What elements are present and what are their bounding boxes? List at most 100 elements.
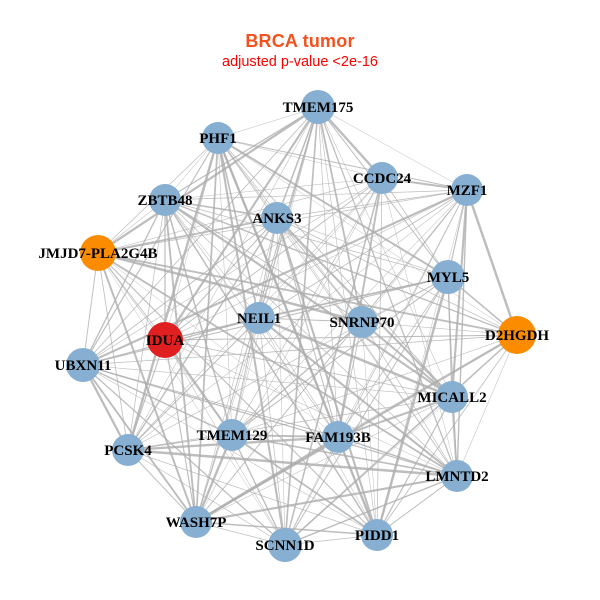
- edge-JMJD7-PLA2G4B-D2HGDH: [97, 252, 518, 336]
- edge-MICALL2-SCNN1D: [284, 396, 453, 546]
- edge-JMJD7-PLA2G4B-LMNTD2: [97, 252, 458, 477]
- node-label-NEIL1: NEIL1: [237, 311, 281, 327]
- edge-ZBTB48-SNRNP70: [164, 199, 363, 323]
- edge-SNRNP70-FAM193B: [337, 321, 363, 438]
- edge-JMJD7-PLA2G4B-SNRNP70: [97, 251, 363, 324]
- edge-MICALL2-WASH7P: [195, 396, 453, 523]
- edge-CCDC24-NEIL1: [258, 177, 383, 319]
- edge-CCDC24-SCNN1D: [284, 177, 383, 546]
- edge-JMJD7-PLA2G4B-IDUA: [97, 252, 166, 341]
- node-PCSK4: [112, 434, 144, 466]
- edge-UBXN11-TMEM129: [82, 364, 233, 436]
- node-label-PCSK4: PCSK4: [104, 443, 152, 459]
- edge-NEIL1-MICALL2: [258, 316, 453, 399]
- edge-MYL5-PCSK4: [127, 276, 449, 451]
- node-TMEM175: [301, 90, 335, 124]
- edge-MYL5-PIDD1: [375, 276, 450, 536]
- edge-UBXN11-MICALL2: [82, 364, 453, 398]
- edge-IDUA-MICALL2: [164, 339, 453, 398]
- node-PIDD1: [361, 519, 393, 551]
- edge-TMEM175-TMEM129: [231, 106, 319, 436]
- node-label-ANKS3: ANKS3: [252, 211, 301, 227]
- edge-MZF1-ANKS3: [276, 189, 468, 219]
- edge-JMJD7-PLA2G4B-SCNN1D: [97, 252, 286, 546]
- edge-LMNTD2-WASH7P: [195, 474, 458, 524]
- edge-CCDC24-WASH7P: [195, 177, 383, 523]
- node-label-MZF1: MZF1: [447, 183, 488, 199]
- edge-IDUA-WASH7P: [164, 339, 197, 523]
- edge-TMEM175-SCNN1D: [284, 106, 319, 546]
- edge-PCSK4-LMNTD2: [127, 448, 458, 478]
- node-LMNTD2: [441, 460, 473, 492]
- edge-JMJD7-PLA2G4B-PCSK4: [97, 252, 129, 451]
- edge-JMJD7-PLA2G4B-UBXN11: [82, 252, 99, 366]
- edge-TMEM129-PIDD1: [231, 434, 378, 536]
- edge-CCDC24-MYL5: [381, 177, 449, 278]
- edge-PHF1-CCDC24: [217, 137, 383, 179]
- edge-FAM193B-PIDD1: [337, 436, 378, 536]
- edge-D2HGDH-PIDD1: [376, 334, 518, 536]
- node-label-CCDC24: CCDC24: [353, 171, 412, 187]
- edge-ZBTB48-TMEM129: [164, 199, 233, 436]
- edge-IDUA-TMEM129: [164, 339, 233, 436]
- edge-MICALL2-PIDD1: [376, 396, 453, 536]
- edge-ANKS3-IDUA: [164, 217, 278, 341]
- edge-NEIL1-SNRNP70: [258, 317, 363, 323]
- node-SNRNP70: [346, 306, 378, 338]
- edge-JMJD7-PLA2G4B-WASH7P: [97, 252, 197, 523]
- edge-TMEM175-ANKS3: [276, 106, 319, 219]
- edge-TMEM175-MICALL2: [317, 106, 453, 398]
- edge-CCDC24-IDUA: [164, 177, 383, 341]
- node-MZF1: [451, 174, 483, 206]
- edge-ANKS3-MYL5: [276, 217, 449, 278]
- edge-CCDC24-UBXN11: [82, 177, 383, 366]
- edge-TMEM129-PCSK4: [127, 434, 233, 451]
- edge-MZF1-D2HGDH: [465, 189, 519, 336]
- edge-SNRNP70-PIDD1: [361, 321, 378, 536]
- edge-MYL5-TMEM129: [231, 276, 449, 436]
- edge-CCDC24-ZBTB48: [164, 177, 383, 201]
- edge-TMEM175-FAM193B: [317, 106, 339, 438]
- edge-MZF1-SCNN1D: [284, 189, 468, 546]
- edge-ANKS3-SNRNP70: [276, 217, 363, 323]
- edge-ANKS3-LMNTD2: [276, 217, 458, 477]
- edge-PCSK4-SCNN1D: [127, 449, 286, 546]
- node-label-WASH7P: WASH7P: [166, 515, 227, 531]
- edge-MICALL2-PCSK4: [127, 396, 453, 451]
- edge-TMEM175-JMJD7-PLA2G4B: [97, 106, 319, 254]
- edge-D2HGDH-UBXN11: [82, 334, 518, 366]
- edge-layer: [82, 106, 519, 546]
- edge-MICALL2-FAM193B: [337, 396, 453, 438]
- node-PHF1: [202, 122, 234, 154]
- edge-IDUA-LMNTD2: [164, 339, 458, 477]
- edge-ZBTB48-UBXN11: [82, 199, 166, 366]
- node-label-SNRNP70: SNRNP70: [329, 315, 394, 331]
- edge-ZBTB48-MYL5: [164, 199, 449, 278]
- edge-ANKS3-PIDD1: [276, 217, 378, 536]
- edge-MYL5-FAM193B: [337, 276, 449, 438]
- node-JMJD7-PLA2G4B: [80, 235, 116, 271]
- node-label-PIDD1: PIDD1: [355, 528, 399, 544]
- edge-NEIL1-TMEM129: [231, 317, 260, 436]
- edge-LMNTD2-SCNN1D: [284, 475, 458, 546]
- edge-MZF1-WASH7P: [195, 189, 468, 523]
- node-WASH7P: [180, 506, 212, 538]
- node-SCNN1D: [268, 528, 302, 562]
- edge-TMEM175-MZF1: [317, 106, 468, 191]
- edge-ANKS3-FAM193B: [276, 217, 339, 438]
- node-CCDC24: [366, 162, 398, 194]
- edge-MZF1-UBXN11: [82, 189, 468, 366]
- node-label-ZBTB48: ZBTB48: [137, 193, 192, 209]
- edge-NEIL1-PCSK4: [127, 317, 260, 451]
- edge-FAM193B-WASH7P: [195, 435, 339, 524]
- node-layer: [66, 90, 536, 562]
- edge-SNRNP70-MICALL2: [361, 321, 453, 398]
- edge-ANKS3-WASH7P: [195, 217, 278, 523]
- node-label-SCNN1D: SCNN1D: [255, 538, 314, 554]
- edge-TMEM175-PCSK4: [127, 106, 319, 451]
- node-D2HGDH: [498, 316, 536, 354]
- node-label-IDUA: IDUA: [146, 333, 185, 349]
- edge-ANKS3-UBXN11: [82, 217, 278, 366]
